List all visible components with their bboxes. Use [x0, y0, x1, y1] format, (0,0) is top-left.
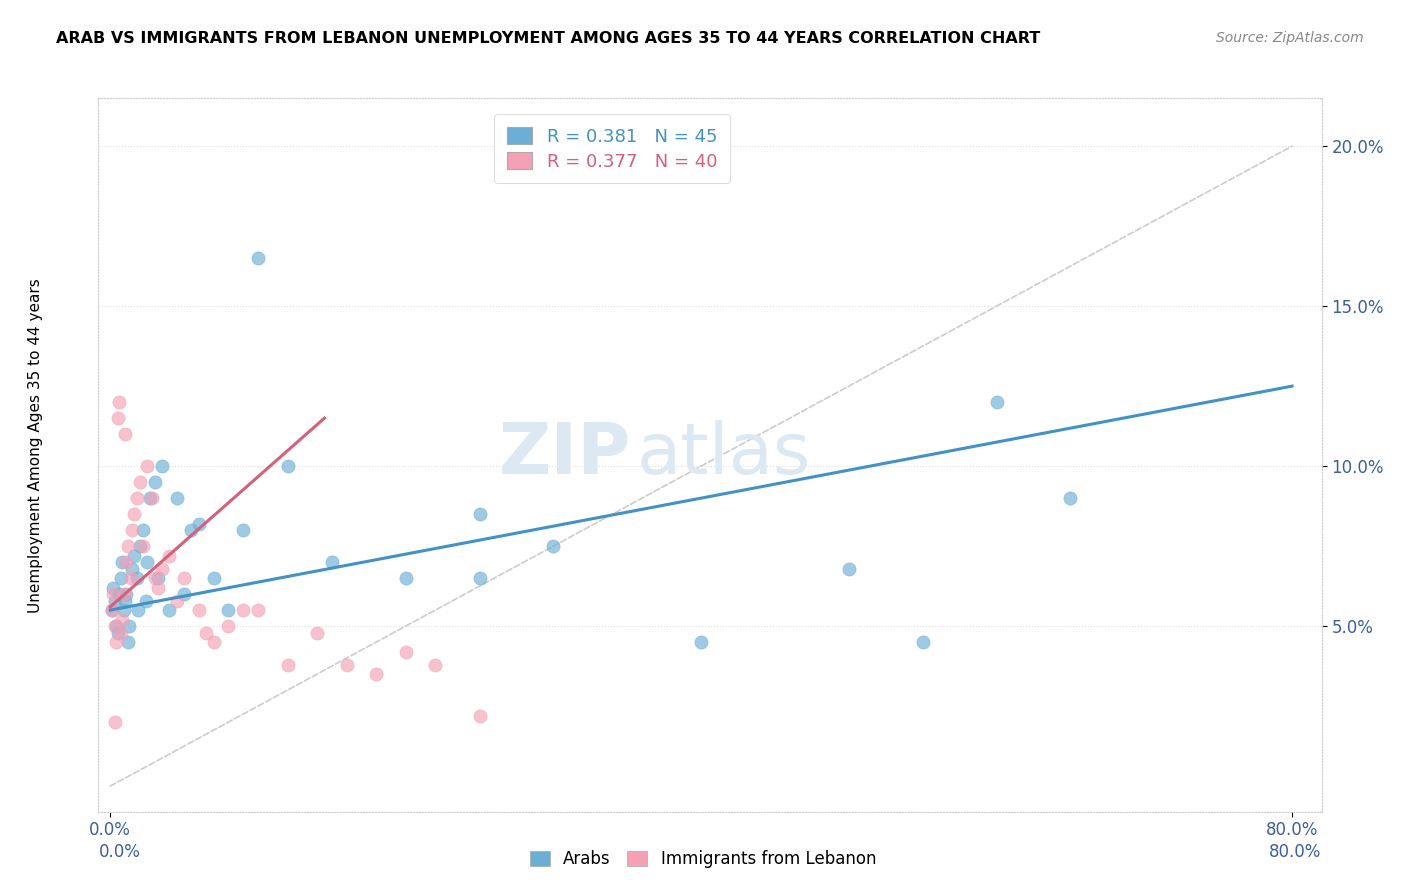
- Point: [100, 603, 122, 617]
- Point: [366, 667, 388, 681]
- Point: [117, 539, 139, 553]
- Point: [146, 581, 169, 595]
- Point: [246, 603, 269, 617]
- Point: [166, 593, 188, 607]
- Point: [110, 571, 132, 585]
- Point: [157, 549, 180, 563]
- Point: [1059, 491, 1081, 505]
- Point: [104, 593, 127, 607]
- Text: Source: ZipAtlas.com: Source: ZipAtlas.com: [1216, 31, 1364, 45]
- Point: [110, 625, 132, 640]
- Point: [187, 516, 209, 531]
- Text: 0.0%: 0.0%: [98, 843, 141, 861]
- Point: [202, 571, 225, 585]
- Point: [143, 475, 166, 489]
- Text: atlas: atlas: [637, 420, 811, 490]
- Point: [217, 603, 239, 617]
- Point: [107, 411, 129, 425]
- Point: [105, 635, 128, 649]
- Point: [180, 523, 202, 537]
- Point: [173, 587, 195, 601]
- Point: [115, 587, 138, 601]
- Point: [105, 619, 128, 633]
- Point: [111, 555, 134, 569]
- Point: [307, 625, 329, 640]
- Point: [157, 603, 180, 617]
- Point: [246, 251, 269, 265]
- Point: [132, 539, 155, 553]
- Point: [115, 555, 138, 569]
- Point: [100, 603, 122, 617]
- Point: [121, 523, 143, 537]
- Point: [543, 539, 565, 553]
- Point: [104, 619, 127, 633]
- Point: [150, 561, 173, 575]
- Point: [122, 549, 145, 563]
- Point: [114, 593, 136, 607]
- Point: [112, 603, 135, 617]
- Point: [132, 523, 155, 537]
- Point: [195, 625, 218, 640]
- Point: [217, 619, 239, 633]
- Point: [468, 708, 491, 723]
- Point: [128, 539, 150, 553]
- Point: [143, 571, 166, 585]
- Point: [139, 491, 162, 505]
- Point: [911, 635, 934, 649]
- Point: [986, 395, 1008, 409]
- Legend: R = 0.381   N = 45, R = 0.377   N = 40: R = 0.381 N = 45, R = 0.377 N = 40: [495, 114, 730, 184]
- Point: [232, 523, 254, 537]
- Point: [125, 491, 148, 505]
- Point: [117, 635, 139, 649]
- Point: [232, 603, 254, 617]
- Text: Unemployment Among Ages 35 to 44 years: Unemployment Among Ages 35 to 44 years: [28, 278, 42, 614]
- Point: [321, 555, 343, 569]
- Point: [122, 507, 145, 521]
- Point: [276, 459, 298, 474]
- Point: [128, 475, 150, 489]
- Point: [166, 491, 188, 505]
- Point: [108, 395, 131, 409]
- Point: [336, 657, 359, 672]
- Text: 80.0%: 80.0%: [1270, 843, 1322, 861]
- Point: [187, 603, 209, 617]
- Point: [202, 635, 225, 649]
- Point: [103, 581, 125, 595]
- Point: [136, 459, 159, 474]
- Text: ARAB VS IMMIGRANTS FROM LEBANON UNEMPLOYMENT AMONG AGES 35 TO 44 YEARS CORRELATI: ARAB VS IMMIGRANTS FROM LEBANON UNEMPLOY…: [56, 31, 1040, 46]
- Point: [468, 507, 491, 521]
- Point: [107, 625, 129, 640]
- Point: [395, 571, 418, 585]
- Point: [108, 587, 131, 601]
- Point: [690, 635, 713, 649]
- Point: [114, 427, 136, 442]
- Legend: Arabs, Immigrants from Lebanon: Arabs, Immigrants from Lebanon: [523, 844, 883, 875]
- Point: [118, 619, 141, 633]
- Point: [121, 561, 143, 575]
- Point: [127, 603, 149, 617]
- Point: [135, 593, 157, 607]
- Point: [111, 613, 134, 627]
- Point: [425, 657, 447, 672]
- Point: [395, 645, 418, 659]
- Point: [136, 555, 159, 569]
- Point: [150, 459, 173, 474]
- Point: [112, 587, 135, 601]
- Point: [838, 561, 860, 575]
- Point: [146, 571, 169, 585]
- Point: [468, 571, 491, 585]
- Text: ZIP: ZIP: [498, 420, 630, 490]
- Point: [141, 491, 163, 505]
- Point: [120, 571, 142, 585]
- Point: [173, 571, 195, 585]
- Point: [103, 587, 125, 601]
- Point: [276, 657, 298, 672]
- Point: [104, 715, 127, 730]
- Point: [125, 571, 148, 585]
